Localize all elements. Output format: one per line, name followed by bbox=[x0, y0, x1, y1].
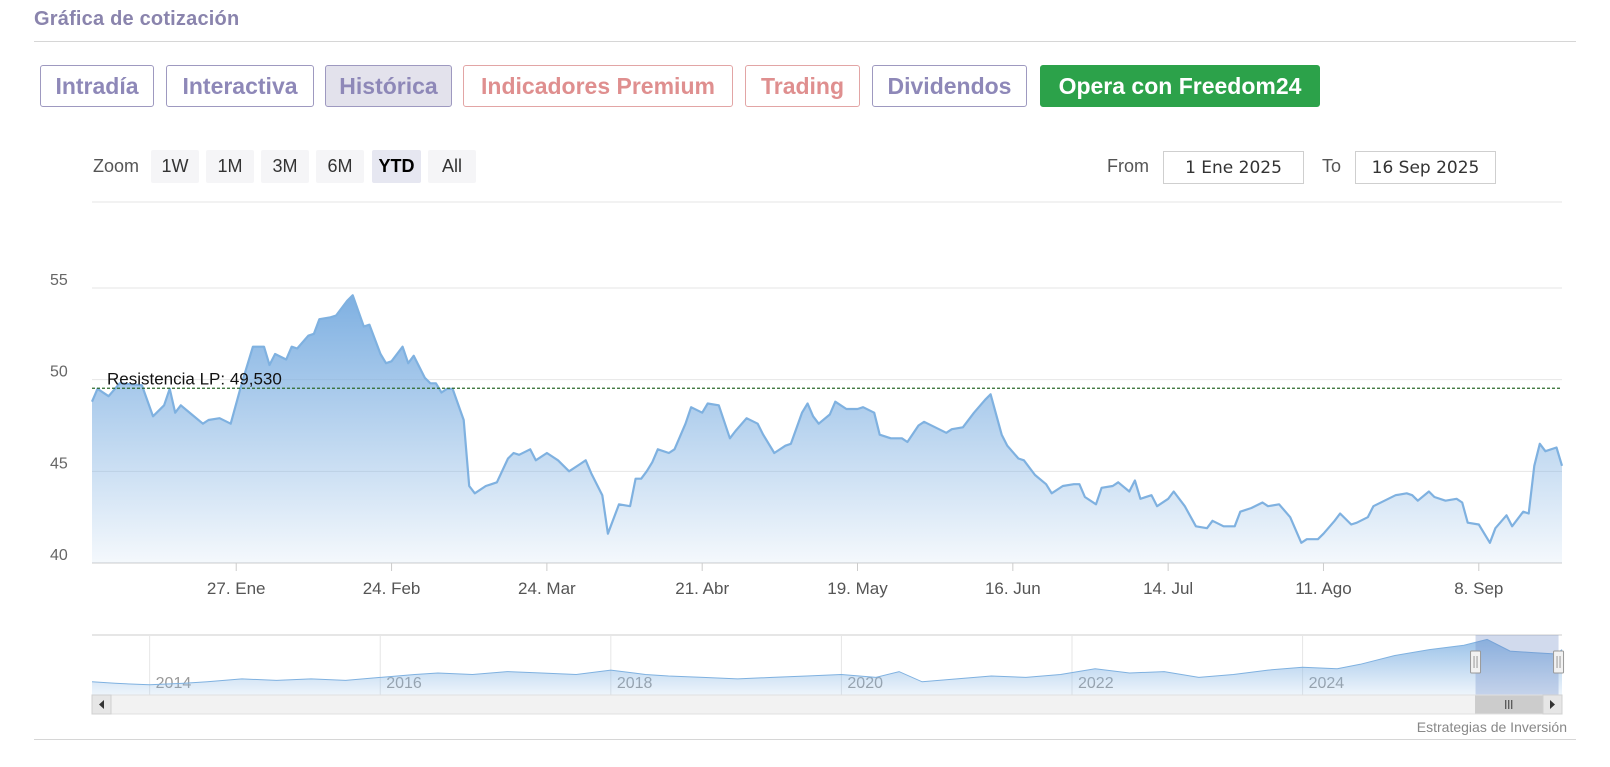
x-tick-label: 8. Sep bbox=[1454, 579, 1503, 598]
zoom-6m-button[interactable]: 6M bbox=[316, 150, 364, 183]
scroll-left-arrow-icon bbox=[99, 700, 104, 709]
tab-indicadores-premium[interactable]: Indicadores Premium bbox=[463, 65, 733, 107]
resistance-annotation: Resistencia LP: 49,530 bbox=[92, 369, 1562, 389]
navigator-area bbox=[92, 639, 1562, 695]
x-tick-label: 11. Ago bbox=[1295, 579, 1351, 598]
navigator-year-label: 2016 bbox=[386, 675, 422, 692]
scrollbar-left-button bbox=[91, 694, 112, 715]
scrollbar-right-button bbox=[1542, 694, 1563, 715]
x-tick-label: 27. Ene bbox=[207, 579, 266, 598]
y-tick-label: 50 bbox=[50, 364, 68, 381]
x-tick-label: 14. Jul bbox=[1143, 579, 1193, 598]
navigator-year-label: 2014 bbox=[156, 675, 192, 692]
zoom-label: Zoom bbox=[93, 156, 140, 176]
footer-divider bbox=[34, 739, 1576, 740]
y-tick-label: 45 bbox=[50, 455, 68, 472]
tab-intradia[interactable]: Intradía bbox=[40, 65, 154, 107]
scroll-right-arrow-icon bbox=[1550, 700, 1555, 709]
navigator-year-label: 2022 bbox=[1078, 675, 1114, 692]
chart-credits: Estrategias de Inversión bbox=[1416, 719, 1567, 735]
x-tick-label: 24. Mar bbox=[518, 579, 576, 598]
tab-dividendos[interactable]: Dividendos bbox=[872, 65, 1027, 107]
tab-interactiva[interactable]: Interactiva bbox=[166, 65, 314, 107]
freedom24-button[interactable]: Opera con Freedom24 bbox=[1040, 65, 1320, 107]
section-title: Gráfica de cotización bbox=[34, 8, 240, 30]
x-tick-label: 24. Feb bbox=[363, 579, 421, 598]
range-from-label: From bbox=[1107, 156, 1149, 176]
x-tick-label: 19. May bbox=[827, 579, 888, 598]
tab-trading[interactable]: Trading bbox=[745, 65, 860, 107]
tab-historica[interactable]: Histórica bbox=[325, 65, 452, 107]
navigator: 2014 2016 2018 2020 2022 2024 bbox=[91, 634, 1565, 715]
navigator-handle-right bbox=[1553, 650, 1565, 674]
navigator-handle-left bbox=[1470, 650, 1482, 674]
series-line bbox=[90, 294, 1564, 544]
zoom-ytd-button[interactable]: YTD bbox=[372, 150, 421, 183]
scrollbar-track bbox=[91, 694, 1563, 715]
zoom-3m-button[interactable]: 3M bbox=[261, 150, 309, 183]
navigator-line bbox=[91, 638, 1563, 686]
x-axis-ticks: 27. Ene 24. Feb 24. Mar 21. Abr 19. May 16. J… bbox=[207, 563, 1503, 598]
series-line-path bbox=[90, 294, 1564, 544]
range-to-label: To bbox=[1322, 156, 1342, 176]
zoom-all-button[interactable]: All bbox=[428, 150, 476, 183]
series-area-fill bbox=[92, 295, 1562, 563]
range-from-input[interactable] bbox=[1163, 151, 1304, 184]
y-tick-label: 55 bbox=[50, 272, 68, 289]
grid-lines bbox=[92, 201, 1562, 564]
scrollbar-thumb bbox=[1475, 695, 1543, 714]
navigator-selection bbox=[1475, 635, 1559, 695]
resistance-label: Resistencia LP: 49,530 bbox=[107, 369, 282, 388]
title-divider bbox=[34, 41, 1576, 42]
navigator-year-label: 2024 bbox=[1309, 675, 1345, 692]
series-area bbox=[92, 295, 1562, 563]
navigator-year-label: 2018 bbox=[617, 675, 653, 692]
navigator-year-label: 2020 bbox=[847, 675, 883, 692]
range-to-input[interactable] bbox=[1355, 151, 1496, 184]
zoom-1w-button[interactable]: 1W bbox=[151, 150, 199, 183]
x-tick-label: 21. Abr bbox=[675, 579, 729, 598]
y-axis-ticks: 40 45 50 55 bbox=[50, 272, 68, 564]
zoom-1m-button[interactable]: 1M bbox=[206, 150, 254, 183]
y-tick-label: 40 bbox=[50, 547, 68, 564]
x-tick-label: 16. Jun bbox=[985, 579, 1041, 598]
